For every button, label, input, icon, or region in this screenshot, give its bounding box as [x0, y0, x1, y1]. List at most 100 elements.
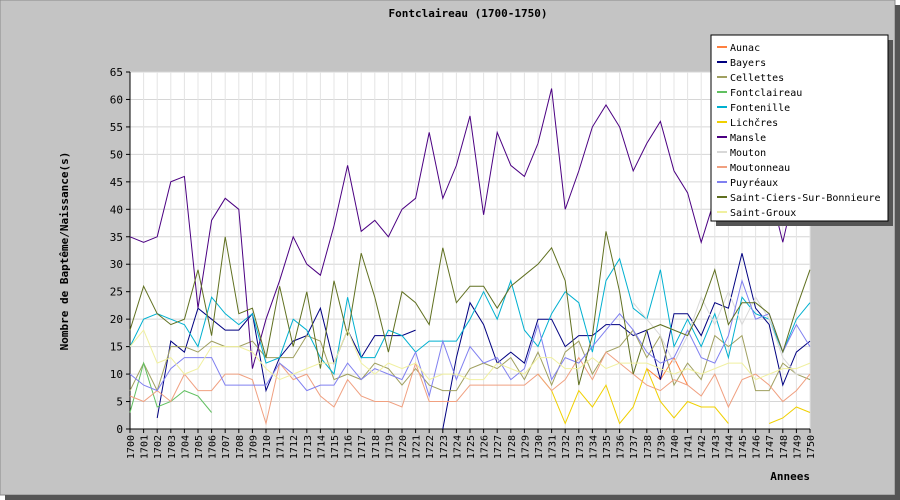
- series-line: [537, 367, 729, 425]
- x-tick-label: 1748: [779, 435, 790, 459]
- x-tick-label: 1724: [452, 435, 463, 459]
- legend-entry: Fontenille: [730, 103, 790, 114]
- x-tick-label: 1707: [221, 435, 232, 459]
- legend-entry: Moutonneau: [730, 163, 790, 174]
- x-tick-label: 1700: [126, 435, 137, 459]
- legend-entry: Lichčres: [730, 117, 778, 129]
- x-tick-label: 1722: [425, 435, 436, 459]
- legend-entry: Aunac: [730, 43, 760, 54]
- x-tick-label: 1732: [561, 435, 572, 459]
- x-tick-label: 1706: [208, 435, 219, 459]
- series-line: [129, 257, 811, 376]
- legend-entry: Saint-Ciers-Sur-Bonnieure: [730, 193, 881, 204]
- x-tick-label: 1741: [684, 435, 695, 459]
- x-tick-label: 1728: [507, 435, 518, 459]
- series-saint-ciers-sur-bonnieure: [129, 231, 811, 386]
- x-tick-label: 1745: [738, 435, 749, 459]
- chart-shadow-right: [895, 5, 900, 500]
- x-tick-label: 1738: [643, 435, 654, 459]
- series-line: [769, 406, 811, 424]
- x-tick-label: 1718: [371, 435, 382, 459]
- series-mansle: [129, 88, 811, 369]
- x-tick-label: 1734: [588, 435, 599, 459]
- series-line: [129, 88, 811, 369]
- x-tick-label: 1744: [724, 435, 735, 459]
- x-tick-label: 1736: [616, 435, 627, 459]
- x-tick-label: 1717: [357, 435, 368, 459]
- series-lich-res: [537, 367, 811, 425]
- series-line: [129, 351, 811, 426]
- x-tick-label: 1731: [548, 435, 559, 459]
- y-axis-label: Nombre de Baptême/Naissance(s): [58, 152, 71, 351]
- y-tick-label: 35: [110, 231, 123, 244]
- legend-box: [710, 34, 889, 222]
- y-tick-label: 5: [116, 396, 123, 409]
- y-tick-label: 55: [110, 121, 123, 134]
- x-axis-label: Annees: [770, 470, 810, 483]
- x-tick-label: 1725: [466, 435, 477, 459]
- x-tick-label: 1737: [629, 435, 640, 459]
- x-tick-label: 1705: [194, 435, 205, 459]
- legend-entry: Mouton: [730, 148, 766, 159]
- x-tick-label: 1716: [344, 435, 355, 459]
- y-tick-label: 15: [110, 341, 123, 354]
- x-tick-label: 1739: [656, 435, 667, 459]
- y-tick-label: 0: [116, 423, 123, 436]
- series-line: [129, 329, 811, 392]
- chart-title: Fontclaireau (1700-1750): [389, 7, 548, 20]
- x-tick-label: 1708: [235, 435, 246, 459]
- x-tick-label: 1727: [493, 435, 504, 459]
- x-tick-label: 1729: [520, 435, 531, 459]
- x-tick-label: 1733: [575, 435, 586, 459]
- y-tick-label: 40: [110, 203, 123, 216]
- x-tick-label: 1702: [153, 435, 164, 459]
- y-tick-label: 20: [110, 313, 123, 326]
- legend-entry: Bayers: [730, 58, 766, 69]
- x-tick-label: 1740: [670, 435, 681, 459]
- series-moutonneau: [129, 351, 811, 426]
- y-tick-label: 65: [110, 66, 123, 79]
- series-puyr-aux: [129, 278, 811, 398]
- legend-entry: Puyréaux: [730, 177, 778, 189]
- x-tick-label: 1747: [765, 435, 776, 459]
- x-tick-label: 1713: [303, 435, 314, 459]
- series-line: [129, 328, 811, 381]
- x-tick-label: 1704: [180, 435, 191, 459]
- x-tick-label: 1715: [330, 435, 341, 459]
- x-tick-label: 1750: [806, 435, 817, 459]
- x-tick-label: 1710: [262, 435, 273, 459]
- x-tick-label: 1723: [439, 435, 450, 459]
- x-tick-label: 1703: [167, 435, 178, 459]
- x-tick-label: 1709: [248, 435, 259, 459]
- x-tick-label: 1712: [289, 435, 300, 459]
- x-tick-label: 1749: [792, 435, 803, 459]
- x-tick-label: 1746: [752, 435, 763, 459]
- x-tick-label: 1720: [398, 435, 409, 459]
- x-tick-label: 1719: [384, 435, 395, 459]
- y-tick-label: 60: [110, 93, 123, 106]
- chart-shadow-bottom: [5, 495, 900, 500]
- x-tick-label: 1714: [316, 435, 327, 459]
- legend-entry: Saint-Groux: [730, 208, 796, 219]
- y-tick-label: 45: [110, 176, 123, 189]
- series-line: [129, 231, 811, 386]
- series-line: [129, 278, 811, 398]
- legend-entry: Mansle: [730, 133, 766, 144]
- series-saint-groux: [129, 328, 811, 381]
- legend-entry: Cellettes: [730, 73, 784, 84]
- y-tick-label: 25: [110, 286, 123, 299]
- series-cellettes: [129, 329, 811, 392]
- series-line: [156, 306, 416, 419]
- x-tick-label: 1726: [480, 435, 491, 459]
- legend-entry: Fontclaireau: [730, 88, 802, 99]
- series-mouton: [632, 290, 810, 375]
- y-tick-label: 10: [110, 368, 123, 381]
- series-fontenille: [129, 257, 811, 376]
- x-tick-label: 1711: [276, 435, 287, 459]
- x-tick-label: 1701: [140, 435, 151, 459]
- x-tick-label: 1743: [711, 435, 722, 459]
- x-tick-label: 1742: [697, 435, 708, 459]
- x-tick-label: 1735: [602, 435, 613, 459]
- y-tick-label: 50: [110, 148, 123, 161]
